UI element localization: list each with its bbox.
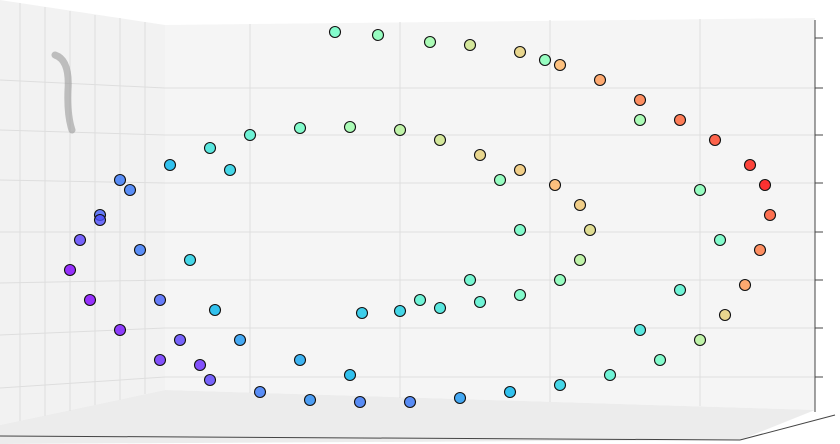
point <box>193 358 207 372</box>
point <box>73 233 87 247</box>
point <box>393 304 407 318</box>
point <box>328 25 342 39</box>
point <box>573 198 587 212</box>
point <box>633 113 647 127</box>
points <box>63 25 777 409</box>
point <box>113 323 127 337</box>
point <box>463 38 477 52</box>
point <box>153 353 167 367</box>
point <box>243 128 257 142</box>
left-pane <box>0 0 165 425</box>
point <box>633 93 647 107</box>
point <box>708 133 722 147</box>
point <box>583 223 597 237</box>
point <box>343 368 357 382</box>
point <box>83 293 97 307</box>
point <box>173 333 187 347</box>
point <box>548 178 562 192</box>
floor-pane <box>0 390 815 444</box>
point <box>93 213 107 227</box>
point <box>403 395 417 409</box>
point <box>493 173 507 187</box>
point <box>371 28 385 42</box>
point <box>453 391 467 405</box>
point <box>633 323 647 337</box>
point <box>208 303 222 317</box>
point <box>738 278 752 292</box>
point <box>153 293 167 307</box>
point <box>513 288 527 302</box>
point <box>653 353 667 367</box>
point <box>163 158 177 172</box>
point <box>758 178 772 192</box>
point <box>433 301 447 315</box>
point <box>223 163 237 177</box>
back-pane <box>165 18 815 410</box>
point <box>553 378 567 392</box>
point <box>413 293 427 307</box>
point <box>553 58 567 72</box>
point <box>423 35 437 49</box>
point <box>603 368 617 382</box>
point <box>693 333 707 347</box>
point <box>203 373 217 387</box>
point <box>303 393 317 407</box>
axis-lines <box>0 20 836 441</box>
point <box>513 223 527 237</box>
point <box>513 45 527 59</box>
point <box>473 148 487 162</box>
point <box>503 385 517 399</box>
point <box>673 283 687 297</box>
point <box>203 141 217 155</box>
point <box>355 306 369 320</box>
point <box>123 183 137 197</box>
point <box>293 121 307 135</box>
point <box>553 273 567 287</box>
point <box>233 333 247 347</box>
point <box>573 253 587 267</box>
point <box>433 133 447 147</box>
pane-grid <box>0 3 815 421</box>
point <box>133 243 147 257</box>
point <box>763 208 777 222</box>
point <box>473 295 487 309</box>
point <box>753 243 767 257</box>
point <box>293 353 307 367</box>
point <box>513 163 527 177</box>
point <box>463 273 477 287</box>
point <box>63 263 77 277</box>
point <box>743 158 757 172</box>
point <box>593 73 607 87</box>
point <box>183 253 197 267</box>
point <box>538 53 552 67</box>
point <box>713 233 727 247</box>
point <box>673 113 687 127</box>
point <box>113 173 127 187</box>
blur-artifact <box>51 51 76 134</box>
point <box>693 183 707 197</box>
point <box>718 308 732 322</box>
point <box>353 395 367 409</box>
point <box>253 385 267 399</box>
point <box>393 123 407 137</box>
point <box>343 120 357 134</box>
